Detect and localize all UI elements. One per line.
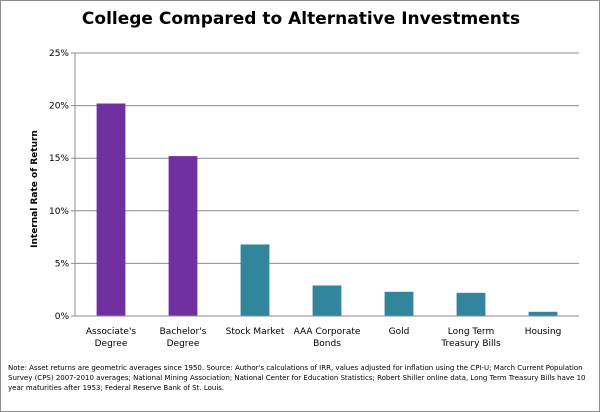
x-tick-label: Bachelor's Degree — [160, 327, 207, 349]
x-tick-label: Long Term Treasury Bills — [440, 327, 501, 349]
chart-title: College Compared to Alternative Investme… — [81, 9, 521, 29]
chart-footnote: Note: Asset returns are geometric averag… — [8, 364, 586, 392]
bar-6 — [528, 311, 558, 316]
x-tick-label: Housing — [525, 327, 562, 337]
y-tick-label: 5% — [55, 259, 70, 269]
x-tick-label: Gold — [389, 327, 410, 337]
bar-0 — [96, 103, 126, 316]
bar-3 — [312, 285, 342, 316]
y-tick-label: 20% — [49, 102, 69, 112]
bar-1 — [168, 156, 198, 316]
y-tick-label: 0% — [55, 312, 70, 322]
y-axis-label: Internal Rate of Return — [30, 130, 40, 248]
bar-2 — [240, 244, 270, 316]
y-tick-label: 25% — [49, 49, 69, 59]
bar-4 — [384, 291, 414, 316]
y-tick-label: 15% — [49, 154, 69, 164]
x-tick-label: AAA Corporate Bonds — [294, 327, 361, 349]
bar-5 — [456, 292, 486, 316]
y-tick-label: 10% — [49, 207, 69, 217]
x-tick-label: Stock Market — [226, 327, 285, 337]
x-tick-label: Associate's Degree — [86, 327, 137, 349]
